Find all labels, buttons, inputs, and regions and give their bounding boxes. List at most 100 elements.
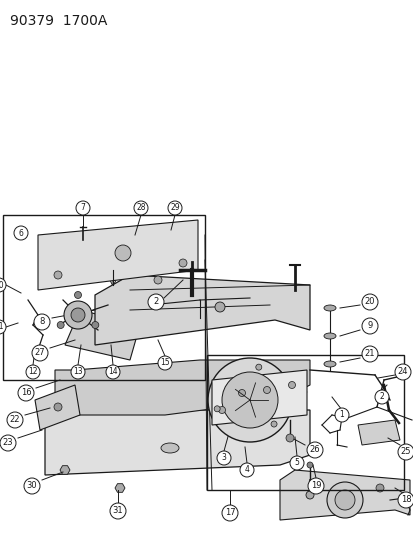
Circle shape — [115, 245, 131, 261]
Circle shape — [7, 412, 23, 428]
Circle shape — [216, 451, 230, 465]
Circle shape — [221, 505, 237, 521]
Circle shape — [306, 462, 312, 468]
Circle shape — [255, 364, 261, 370]
Circle shape — [361, 318, 377, 334]
Ellipse shape — [323, 333, 335, 339]
Text: 18: 18 — [400, 496, 411, 505]
Polygon shape — [35, 385, 80, 430]
Circle shape — [397, 492, 413, 508]
Circle shape — [307, 478, 323, 494]
Bar — [206, 355, 403, 490]
Polygon shape — [95, 275, 309, 345]
Text: 19: 19 — [310, 481, 320, 490]
Ellipse shape — [161, 443, 178, 453]
Circle shape — [54, 271, 62, 279]
Circle shape — [285, 434, 293, 442]
Text: 11: 11 — [0, 322, 4, 332]
Circle shape — [158, 356, 171, 370]
Circle shape — [18, 385, 34, 401]
Text: 12: 12 — [28, 367, 38, 376]
Text: 9: 9 — [366, 321, 372, 330]
Circle shape — [375, 484, 383, 492]
Circle shape — [394, 364, 410, 380]
Text: 16: 16 — [21, 389, 31, 398]
Text: 28: 28 — [136, 204, 145, 213]
Bar — [3, 215, 204, 380]
Text: 31: 31 — [112, 506, 123, 515]
Circle shape — [361, 346, 377, 362]
Circle shape — [76, 201, 90, 215]
Text: 2: 2 — [153, 297, 158, 306]
Text: 90379  1700A: 90379 1700A — [10, 14, 107, 28]
Text: 22: 22 — [10, 416, 20, 424]
Circle shape — [214, 302, 224, 312]
Text: 17: 17 — [224, 508, 235, 518]
Polygon shape — [357, 420, 399, 445]
Text: 15: 15 — [160, 359, 169, 367]
Polygon shape — [45, 410, 309, 475]
Circle shape — [263, 386, 270, 393]
Text: 3: 3 — [221, 454, 226, 463]
Text: 30: 30 — [26, 481, 37, 490]
Text: 2: 2 — [379, 392, 383, 401]
Circle shape — [147, 294, 164, 310]
Text: 24: 24 — [397, 367, 407, 376]
Text: 6: 6 — [19, 229, 24, 238]
Circle shape — [288, 382, 295, 389]
Circle shape — [26, 365, 40, 379]
Polygon shape — [211, 370, 306, 425]
Circle shape — [214, 406, 220, 412]
Text: 14: 14 — [108, 367, 118, 376]
Polygon shape — [60, 466, 70, 474]
Polygon shape — [115, 483, 125, 492]
Circle shape — [32, 345, 48, 361]
Text: 8: 8 — [39, 318, 45, 327]
Circle shape — [64, 301, 92, 329]
Circle shape — [221, 372, 277, 428]
Text: 10: 10 — [0, 280, 4, 289]
Circle shape — [92, 321, 99, 328]
Circle shape — [306, 442, 322, 458]
Text: 23: 23 — [2, 439, 13, 448]
Text: 26: 26 — [309, 446, 320, 455]
Polygon shape — [279, 470, 409, 520]
Circle shape — [168, 201, 182, 215]
Circle shape — [57, 321, 64, 328]
Text: 5: 5 — [294, 458, 299, 467]
Circle shape — [54, 403, 62, 411]
Text: 25: 25 — [400, 448, 410, 456]
Polygon shape — [38, 220, 197, 290]
Circle shape — [397, 444, 413, 460]
Circle shape — [289, 456, 303, 470]
Circle shape — [74, 292, 81, 298]
Circle shape — [238, 390, 245, 397]
Circle shape — [218, 407, 225, 414]
Circle shape — [305, 491, 313, 499]
Circle shape — [34, 314, 50, 330]
Ellipse shape — [323, 361, 335, 367]
Circle shape — [106, 365, 120, 379]
Ellipse shape — [323, 305, 335, 311]
Circle shape — [361, 294, 377, 310]
Circle shape — [271, 421, 276, 427]
Text: 21: 21 — [364, 350, 374, 359]
Circle shape — [71, 365, 85, 379]
Circle shape — [334, 490, 354, 510]
Circle shape — [134, 201, 147, 215]
Polygon shape — [65, 310, 140, 360]
Circle shape — [178, 259, 187, 267]
Polygon shape — [55, 360, 309, 415]
Circle shape — [24, 478, 40, 494]
Text: 20: 20 — [364, 297, 374, 306]
Circle shape — [14, 226, 28, 240]
Circle shape — [0, 320, 6, 334]
Text: 1: 1 — [339, 410, 344, 419]
Circle shape — [326, 482, 362, 518]
Circle shape — [154, 276, 161, 284]
Text: 29: 29 — [170, 204, 179, 213]
Circle shape — [374, 390, 388, 404]
Circle shape — [110, 503, 126, 519]
Circle shape — [334, 408, 348, 422]
Text: 7: 7 — [81, 204, 85, 213]
